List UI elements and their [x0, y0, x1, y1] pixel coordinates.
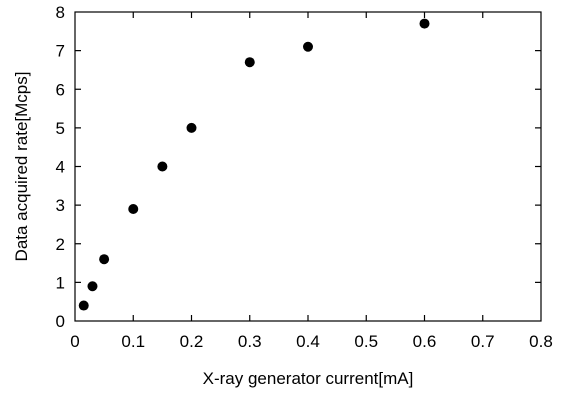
x-tick-label: 0.3 [238, 332, 262, 351]
x-axis-title: X-ray generator current[mA] [203, 369, 414, 388]
y-tick-label: 1 [56, 273, 65, 292]
y-tick-label: 4 [56, 158, 65, 177]
y-tick-label: 0 [56, 312, 65, 331]
y-tick-labels: 0 1 2 3 4 5 6 7 8 [56, 3, 65, 331]
y-tick-label: 3 [56, 196, 65, 215]
data-point [78, 300, 89, 311]
x-tick-label: 0.5 [354, 332, 378, 351]
x-tick-label: 0.8 [529, 332, 553, 351]
axis-ticks [75, 12, 541, 321]
data-point [128, 203, 139, 214]
data-point [419, 18, 430, 29]
y-tick-label: 2 [56, 235, 65, 254]
y-tick-label: 7 [56, 42, 65, 61]
x-tick-label: 0.7 [471, 332, 495, 351]
x-tick-label: 0.2 [180, 332, 204, 351]
x-tick-labels: 0 0.1 0.2 0.3 0.4 0.5 0.6 0.7 0.8 [70, 332, 553, 351]
data-point [87, 281, 98, 292]
data-point [99, 254, 110, 265]
plot-frame [74, 11, 542, 322]
x-tick-label: 0 [70, 332, 79, 351]
y-tick-label: 8 [56, 3, 65, 22]
data-point [244, 57, 255, 68]
y-tick-label: 5 [56, 119, 65, 138]
data-point [186, 122, 197, 133]
y-tick-label: 6 [56, 80, 65, 99]
x-tick-label: 0.6 [413, 332, 437, 351]
y-axis-title: Data acquired rate[Mcps] [12, 72, 31, 262]
data-point [303, 41, 313, 52]
data-points [78, 18, 430, 311]
x-tick-label: 0.1 [121, 332, 145, 351]
data-point [157, 161, 168, 172]
x-tick-label: 0.4 [296, 332, 320, 351]
